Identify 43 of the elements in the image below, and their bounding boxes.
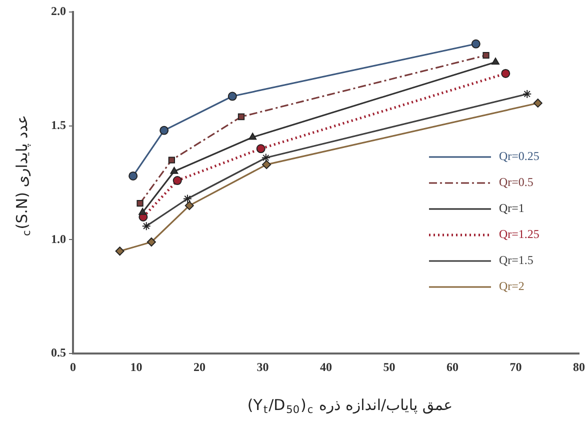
point: [142, 222, 151, 231]
x-tick-label: 60: [446, 360, 458, 374]
y-tick-label: 0.5: [51, 346, 66, 360]
text: Qr=1.25: [499, 227, 540, 242]
x-tick-label: 10: [130, 360, 142, 374]
point: [262, 160, 272, 170]
text: Qr=1.5: [499, 253, 534, 268]
y-tick-label: 1.0: [51, 232, 66, 246]
x-tick-label: 20: [194, 360, 206, 374]
x-tick-label: 80: [573, 360, 585, 374]
y-tick-label: 1.5: [51, 118, 66, 132]
x-tick-label: 30: [256, 360, 269, 374]
x-tick-label: 0: [70, 360, 76, 374]
point: [492, 58, 500, 65]
point: [482, 52, 490, 59]
point: [533, 98, 542, 108]
point: [146, 238, 156, 247]
text: Qr=2: [499, 279, 524, 294]
point: [128, 171, 138, 180]
point: [172, 176, 182, 186]
point: [256, 144, 266, 154]
point: [238, 113, 245, 120]
point: [248, 132, 257, 140]
x-tick-label: 50: [383, 360, 396, 374]
point: [182, 194, 192, 204]
point: [261, 153, 270, 162]
text: Qr=1: [499, 201, 524, 216]
point: [115, 246, 124, 256]
point: [522, 89, 532, 98]
point: [160, 126, 169, 135]
point: [170, 166, 178, 174]
point: [501, 68, 510, 78]
text: Qr=0.5: [499, 175, 534, 190]
point: [136, 200, 144, 207]
x-tick-label: 70: [510, 360, 522, 374]
point: [138, 208, 147, 215]
point: [228, 92, 237, 101]
point: [168, 156, 175, 164]
point: [184, 201, 194, 210]
y-tick-label: 2.0: [51, 4, 66, 18]
x-tick-label: 40: [320, 360, 332, 374]
point: [471, 39, 480, 48]
text: Qr=0.25: [499, 149, 540, 164]
